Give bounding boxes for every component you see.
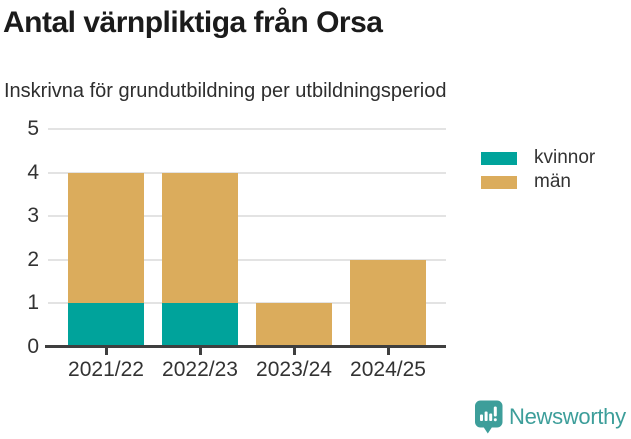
- bar-segment-män-2024/25: [350, 259, 426, 347]
- legend-swatch-män: [481, 175, 517, 189]
- newsworthy-logo: Newsworthy: [474, 400, 626, 434]
- x-tick: [292, 348, 296, 355]
- x-tick: [386, 348, 390, 355]
- x-axis-labels: 2021/22 2022/23 2023/24 2024/25: [48, 357, 446, 385]
- gridline: [48, 302, 446, 305]
- bar-segment-män-2021/22: [68, 172, 144, 304]
- legend: kvinnor män: [481, 146, 595, 194]
- x-tick-label: 2021/22: [68, 358, 144, 381]
- bar-segment-män-2023/24: [256, 303, 332, 347]
- y-axis-labels: 0 1 2 3 4 5: [0, 117, 39, 369]
- plot-area: [48, 128, 446, 347]
- x-tick: [198, 348, 202, 355]
- legend-label: kvinnor: [534, 147, 596, 168]
- y-tick-label: 4: [27, 160, 39, 184]
- x-tick-label: 2022/23: [162, 358, 238, 381]
- y-tick-label: 1: [27, 291, 39, 315]
- legend-label: män: [534, 171, 571, 192]
- gridline: [48, 215, 446, 218]
- legend-item-män: män: [481, 170, 595, 194]
- brand-name: Newsworthy: [509, 404, 626, 429]
- y-tick-label: 5: [27, 117, 39, 140]
- x-tick-label: 2024/25: [350, 358, 426, 381]
- x-axis-line: [45, 345, 446, 348]
- legend-swatch-kvinnor: [481, 151, 517, 165]
- bar-segment-män-2022/23: [162, 172, 238, 304]
- y-tick-label: 3: [27, 204, 39, 228]
- x-tick-label: 2023/24: [256, 358, 332, 381]
- x-tick: [104, 348, 108, 355]
- bar-segment-kvinnor-2021/22: [68, 303, 144, 347]
- bar-segment-kvinnor-2022/23: [162, 303, 238, 347]
- y-tick-label: 0: [27, 335, 39, 358]
- y-tick-label: 2: [27, 247, 39, 271]
- gridline: [48, 258, 446, 261]
- newsworthy-logo-icon: [475, 400, 503, 434]
- chart-title: Antal värnpliktiga från Orsa: [3, 6, 383, 39]
- legend-item-kvinnor: kvinnor: [481, 146, 595, 170]
- chart-subtitle: Inskrivna för grundutbildning per utbild…: [4, 80, 447, 102]
- x-axis-ticks: [48, 348, 446, 356]
- gridline: [48, 128, 446, 130]
- gridline: [48, 171, 446, 174]
